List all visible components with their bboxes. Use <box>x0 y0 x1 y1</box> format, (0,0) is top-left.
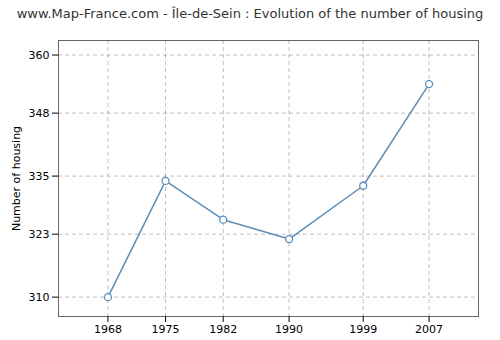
svg-text:360: 360 <box>29 49 50 62</box>
svg-text:1999: 1999 <box>349 324 377 337</box>
svg-text:Number of housing: Number of housing <box>10 126 23 231</box>
svg-text:323: 323 <box>29 228 50 241</box>
svg-text:1990: 1990 <box>275 324 303 337</box>
svg-text:1982: 1982 <box>209 324 237 337</box>
svg-text:348: 348 <box>29 107 50 120</box>
html-text:www.Map-France.com - Île-de-Se: www.Map-France.com - Île-de-Sein : Evolu… <box>16 6 484 21</box>
svg-text:1968: 1968 <box>94 324 122 337</box>
svg-text:2007: 2007 <box>415 324 443 337</box>
svg-text:335: 335 <box>29 170 50 183</box>
svg-text:310: 310 <box>29 291 50 304</box>
svg-text:1975: 1975 <box>152 324 180 337</box>
